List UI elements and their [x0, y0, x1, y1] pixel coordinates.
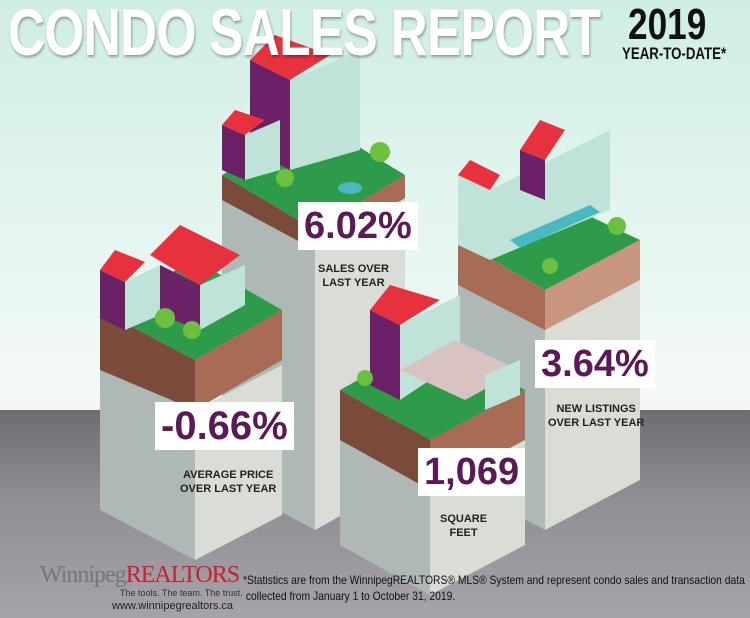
- caption-line: FEET: [449, 527, 478, 539]
- footnote-line: collected from January 1 to October 31, …: [245, 589, 456, 603]
- caption-line: NEW LISTINGS: [556, 403, 636, 415]
- caption-line: OVER LAST YEAR: [548, 417, 645, 429]
- logo-tagline: The tools. The team. The trust.: [120, 588, 243, 598]
- winnipeg-realtors-logo: WinnipegREALTORS: [40, 562, 240, 588]
- stat-sales-value: 6.02%: [298, 202, 418, 250]
- caption-line: SQUARE: [440, 513, 488, 525]
- stat-average-price-value: -0.66%: [155, 402, 294, 450]
- stat-new-listings-value: 3.64%: [535, 340, 655, 388]
- caption-line: OVER LAST YEAR: [180, 483, 277, 495]
- pillar-average-price: [100, 225, 282, 560]
- stat-new-listings-caption: NEW LISTINGS OVER LAST YEAR: [548, 402, 644, 430]
- stat-square-feet-value: 1,069: [418, 448, 526, 496]
- website-link[interactable]: www.winnipegrealtors.ca: [112, 600, 234, 612]
- stat-average-price-caption: AVERAGE PRICE OVER LAST YEAR: [180, 468, 276, 496]
- caption-line: SALES OVER: [318, 263, 389, 275]
- report-subtitle: YEAR-TO-DATE*: [622, 44, 727, 63]
- stat-square-feet-caption: SQUARE FEET: [440, 512, 487, 540]
- report-title: CONDO SALES REPORT: [8, 0, 601, 69]
- report-year: 2019: [628, 0, 707, 49]
- stat-sales-caption: SALES OVER LAST YEAR: [318, 262, 389, 290]
- footnote-line: *Statistics are from the WinnipegREALTOR…: [243, 573, 745, 587]
- caption-line: LAST YEAR: [322, 277, 385, 289]
- footnote: *Statistics are from the WinnipegREALTOR…: [243, 572, 745, 604]
- caption-line: AVERAGE PRICE: [183, 469, 274, 481]
